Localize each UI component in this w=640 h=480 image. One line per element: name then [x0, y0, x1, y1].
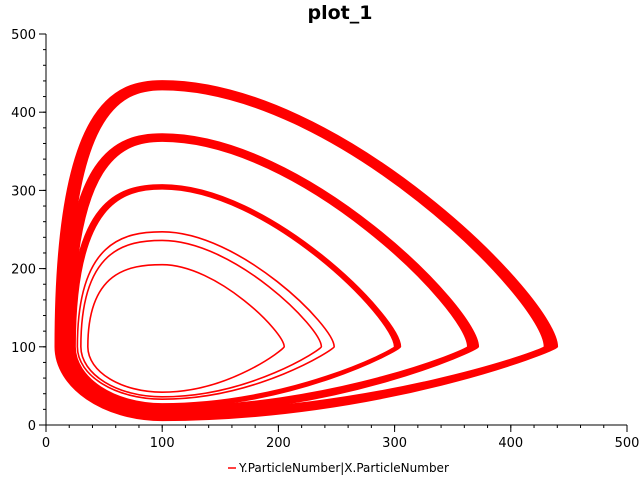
- x-tick-label: 500: [615, 436, 640, 451]
- x-tick-label: 0: [42, 436, 50, 451]
- y-tick-label: 300: [11, 184, 36, 199]
- chart-title: plot_1: [308, 2, 373, 24]
- x-tick-label: 300: [382, 436, 407, 451]
- series-orbit-5: [71, 139, 470, 409]
- y-tick-label: 100: [11, 341, 36, 356]
- legend-label: Y.ParticleNumber|X.ParticleNumber: [238, 461, 449, 475]
- y-tick-label: 400: [11, 106, 36, 121]
- series-orbit-5: [70, 139, 471, 409]
- x-tick-label: 200: [266, 436, 291, 451]
- series-orbit-2: [80, 239, 323, 398]
- x-tick-label: 100: [150, 436, 175, 451]
- legend: Y.ParticleNumber|X.ParticleNumber: [228, 461, 449, 475]
- plot-area: [54, 80, 559, 422]
- series-orbit-4: [69, 184, 401, 408]
- series-orbit-5: [71, 140, 469, 408]
- series-orbit-4: [74, 188, 396, 405]
- y-tick-label: 200: [11, 263, 36, 278]
- series-orbit-4: [70, 185, 400, 408]
- series-orbit-6: [67, 88, 546, 413]
- series-orbit-3: [76, 231, 335, 400]
- x-tick-label: 400: [498, 436, 523, 451]
- series-orbit-4: [71, 186, 399, 407]
- y-tick-label: 500: [11, 28, 36, 43]
- axes: 0 100 200 300 400 500 0 100 200 300 400 500: [11, 28, 639, 451]
- y-tick-label: 0: [28, 419, 36, 434]
- series-orbit-1: [87, 263, 286, 393]
